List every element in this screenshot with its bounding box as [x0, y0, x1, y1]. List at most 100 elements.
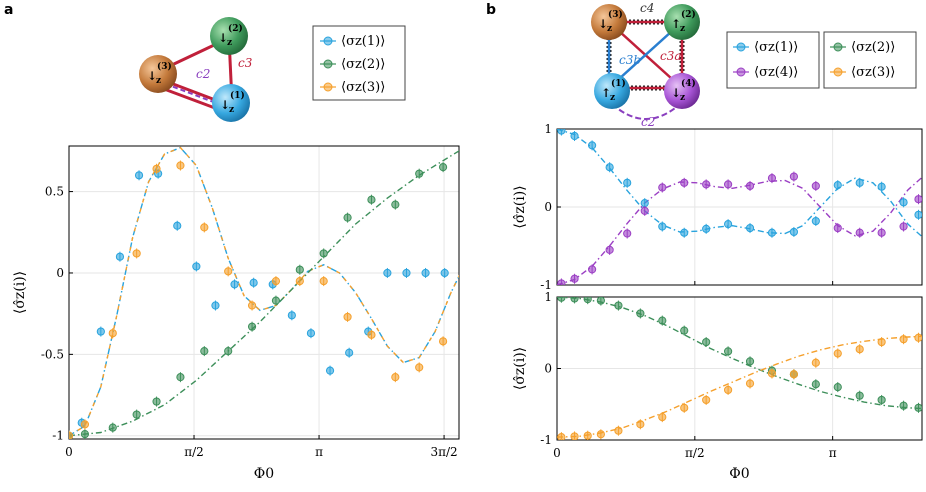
diagram-a: ↓ (2) z ↓ (3) z ↓ (1) z c2 c3: [139, 17, 253, 122]
legend-a-label-3: ⟨σz(3)⟩: [341, 80, 385, 95]
point-σz(4)-9: [723, 180, 733, 189]
point-σz(1)-17: [383, 268, 392, 278]
legend-b-label-1: ⟨σz(1)⟩: [754, 40, 798, 55]
qubit-a-q3-sub: z: [156, 76, 161, 86]
y-tick-label-0: 1: [544, 290, 552, 304]
point-σz(4)-8: [702, 180, 711, 189]
plot-frame: [68, 145, 460, 440]
legend-a-marker-1: [323, 36, 333, 46]
data-points: [69, 160, 449, 439]
point-σz(2)-7: [680, 326, 689, 335]
point-σz(2)-7: [224, 347, 233, 356]
point-σz(2)-5: [636, 309, 645, 318]
point-σz(3)-15: [855, 345, 864, 354]
qubit-a-q1: [212, 84, 250, 122]
point-σz(1)-8: [702, 224, 711, 233]
qubit-b-q4-arrow: ↓: [671, 86, 681, 100]
point-σz(4)-1: [570, 274, 579, 283]
x-tick-label-2: π: [315, 445, 323, 459]
point-σz(2)-8: [702, 337, 711, 347]
data-points: [557, 129, 922, 285]
plot-panel-b-top: 1 0 -1 ⟨σ̂z(i)⟩: [512, 122, 923, 292]
point-σz(3)-3: [132, 249, 141, 258]
point-σz(1)-15: [345, 348, 354, 357]
c3a-label: c3a: [660, 49, 682, 63]
theory-curve-1: [557, 176, 922, 285]
legend-b-marker-1: [736, 42, 746, 52]
point-σz(3)-12: [789, 370, 798, 379]
point-σz(2)-3: [132, 410, 141, 419]
diagram-b: ↓ (3) z ↑ (2) z ↑ (1) z ↓ (4) z c4 c3a c…: [591, 1, 700, 129]
qubit-b-q2: [664, 4, 700, 40]
point-σz(4)-11: [767, 174, 777, 183]
point-σz(3)-13: [811, 358, 820, 367]
point-σz(3)-11: [767, 369, 777, 378]
point-σz(3)-5: [176, 161, 185, 170]
point-σz(2)-2: [108, 423, 117, 432]
point-σz(1)-12: [789, 227, 798, 237]
point-σz(2)-16: [438, 163, 448, 172]
point-σz(1)-18: [914, 210, 922, 219]
theory-curve-1: [69, 150, 459, 437]
point-σz(2)-0: [557, 297, 566, 302]
y-tick-label-1: 0: [56, 266, 64, 280]
legend-b2-box: [823, 31, 917, 89]
point-σz(2)-8: [247, 322, 257, 331]
point-σz(4)-0: [557, 279, 566, 285]
point-σz(2)-4: [152, 397, 161, 406]
legend-a-marker-2: [323, 59, 333, 69]
point-σz(2)-6: [658, 316, 667, 325]
legend-b-marker-4: [736, 67, 746, 77]
point-σz(3)-10: [295, 277, 304, 286]
point-σz(1)-1: [570, 131, 579, 141]
point-σz(2)-9: [723, 347, 733, 356]
curves: [557, 297, 922, 438]
qubit-a-q2-arrow: ↓: [218, 31, 228, 45]
qubit-b-q4-sup: (4): [681, 78, 696, 89]
legend-b2: ⟨σz(2)⟩ ⟨σz(3)⟩: [823, 31, 917, 89]
legend-b-label-4: ⟨σz(4)⟩: [754, 65, 798, 80]
point-σz(2)-13: [367, 195, 376, 204]
legend-a-label-1: ⟨σz(1)⟩: [341, 34, 385, 49]
legend-a-marker-3: [323, 82, 333, 92]
c4-label: c4: [640, 1, 654, 15]
qubit-a-q3: [139, 55, 177, 93]
legend-b-entry-3: ⟨σz(3)⟩: [830, 65, 895, 80]
point-σz(3)-3: [596, 430, 605, 439]
point-σz(3)-8: [702, 395, 711, 405]
point-σz(2)-9: [271, 296, 281, 305]
point-σz(3)-16: [877, 337, 886, 347]
c2-label-a: c2: [196, 67, 210, 81]
point-σz(2)-12: [343, 213, 352, 222]
x-tick-label-1: π/2: [184, 445, 204, 459]
point-σz(3)-7: [224, 267, 233, 276]
legend-b1-box: [726, 31, 820, 89]
legend-a-entry-2: ⟨σz(2)⟩: [320, 57, 385, 72]
point-σz(2)-10: [295, 265, 304, 274]
point-σz(2)-17: [899, 401, 908, 410]
point-σz(2)-15: [415, 169, 424, 178]
panel-b-letter: b: [486, 2, 496, 18]
point-σz(3)-13: [367, 330, 376, 339]
legend-b-marker-3: [833, 67, 843, 77]
point-σz(3)-4: [152, 164, 161, 173]
y-tick-label-1: 0: [544, 362, 552, 376]
point-σz(2)-3: [596, 297, 605, 305]
y-axis-label: ⟨σ̂z(i)⟩: [12, 271, 28, 314]
point-σz(4)-14: [833, 223, 842, 233]
point-σz(1)-14: [833, 181, 842, 190]
c2-label-b: c2: [641, 115, 655, 129]
x-tick-label-3: 3π/2: [430, 445, 457, 459]
point-σz(3)-0: [69, 431, 74, 439]
point-σz(1)-13: [811, 216, 820, 226]
point-σz(2)-13: [811, 380, 820, 389]
point-σz(4)-2: [587, 265, 597, 274]
qubit-b-q3-sup: (3): [608, 9, 623, 20]
point-σz(4)-13: [811, 181, 820, 191]
point-σz(1)-0: [557, 129, 566, 135]
point-σz(1)-9: [723, 220, 733, 229]
point-σz(1)-7: [680, 228, 689, 237]
point-σz(1)-16: [877, 182, 886, 191]
legend-b-entry-2: ⟨σz(2)⟩: [830, 40, 895, 55]
